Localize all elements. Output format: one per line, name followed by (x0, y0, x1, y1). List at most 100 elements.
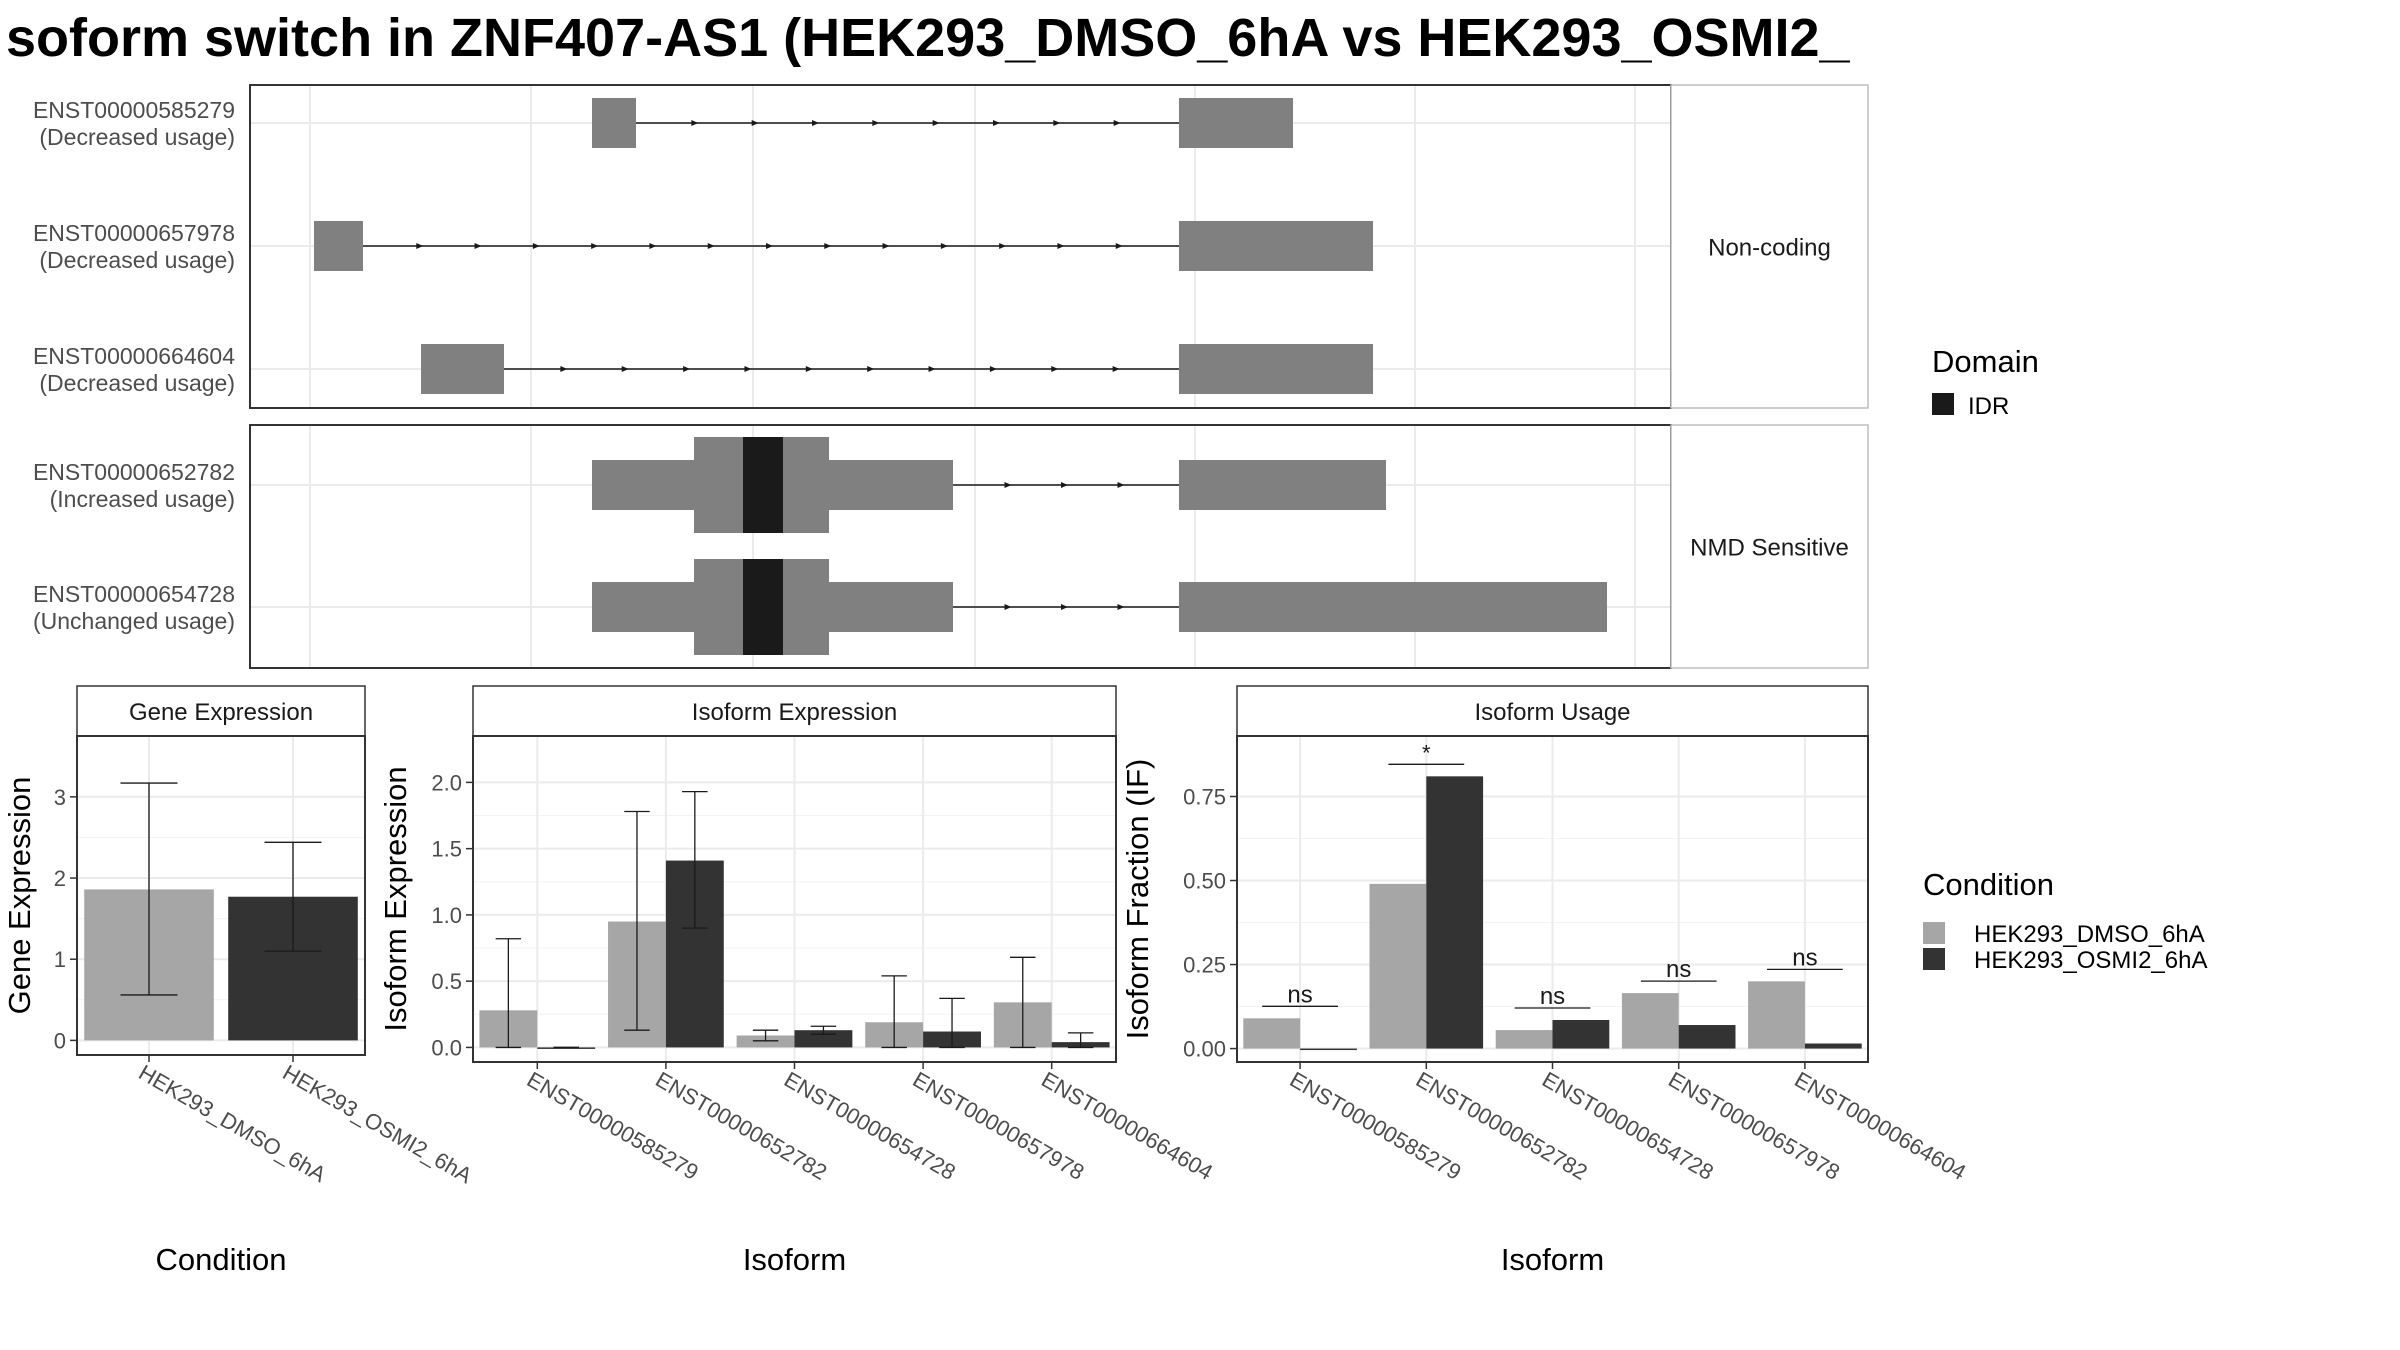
intron-direction-arrow (474, 243, 482, 249)
y-axis-title: Isoform Expression (378, 766, 413, 1031)
transcript-usage-label: (Unchanged usage) (33, 608, 235, 634)
y-tick-label: 1 (54, 947, 66, 972)
exon-block (1179, 582, 1607, 632)
y-tick-label: 0.00 (1183, 1037, 1226, 1062)
condition-legend-label-osmi2: HEK293_OSMI2_6hA (1974, 947, 2207, 974)
y-axis-title: Isoform Fraction (IF) (1120, 759, 1155, 1040)
structure-facet-strip (1670, 424, 1869, 669)
transcript-id-label: ENST00000664604 (33, 343, 235, 369)
figure-title: soform switch in ZNF407-AS1 (HEK293_DMSO… (6, 8, 1851, 68)
chart-title-strip (1236, 685, 1869, 737)
intron-direction-arrow (993, 120, 1000, 126)
intron-direction-arrow (882, 243, 890, 249)
intron-direction-arrow (932, 120, 940, 126)
significance-label: ns (1792, 944, 1817, 971)
transcript-usage-label: (Decreased usage) (39, 370, 235, 396)
isoform-expression-chart: Isoform Expression0.00.51.01.52.0ENST000… (378, 685, 1217, 1277)
idr-domain-block (743, 559, 783, 655)
structure-facet-strip-label: Non-coding (1708, 235, 1831, 262)
intron-direction-arrow (707, 243, 715, 249)
bar (537, 1047, 596, 1049)
significance-label: ns (1540, 983, 1565, 1010)
intron-direction-arrow (691, 120, 699, 126)
intron-direction-arrow (867, 366, 875, 372)
condition-legend-key-dmso (1923, 922, 1945, 944)
exon-block (421, 344, 504, 394)
intron-direction-arrow (766, 243, 773, 249)
transcript-usage-label: (Increased usage) (50, 486, 235, 512)
chart-title: Gene Expression (129, 699, 313, 726)
y-tick-label: 3 (54, 785, 66, 810)
condition-legend-label-dmso: HEK293_DMSO_6hA (1974, 921, 2205, 948)
chart-title-strip (472, 685, 1117, 737)
exon-block (1179, 344, 1373, 394)
intron-direction-arrow (824, 243, 832, 249)
domain-legend-label-idr: IDR (1968, 393, 2009, 420)
y-tick-label: 1.0 (431, 903, 462, 928)
bar (1621, 993, 1679, 1049)
y-tick-label: 0 (54, 1028, 66, 1053)
intron-direction-arrow (649, 243, 657, 249)
condition-legend-key-osmi2 (1923, 948, 1945, 970)
significance-label: * (1422, 740, 1431, 765)
condition-legend: Condition HEK293_DMSO_6hA HEK293_OSMI2_6… (1923, 867, 2207, 974)
transcript-id-label: ENST00000585279 (33, 97, 235, 123)
exon-block (1179, 221, 1373, 271)
exon-block (592, 98, 636, 148)
domain-legend-title: Domain (1932, 344, 2039, 379)
significance-label: ns (1666, 956, 1691, 983)
domain-legend-key-idr (1932, 393, 1954, 415)
bar (736, 1035, 795, 1048)
intron-direction-arrow (1057, 243, 1065, 249)
x-axis-title: Isoform (1501, 1242, 1604, 1277)
intron-direction-arrow (1004, 604, 1012, 610)
intron-direction-arrow (812, 120, 819, 126)
y-axis-title: Gene Expression (2, 777, 37, 1015)
condition-legend-title: Condition (1923, 867, 2054, 902)
bar (1678, 1025, 1736, 1049)
bar (794, 1030, 853, 1048)
transcript-id-label: ENST00000654728 (33, 581, 235, 607)
intron-direction-arrow (683, 366, 691, 372)
bar (1748, 981, 1805, 1049)
intron-direction-arrow (621, 366, 629, 372)
y-tick-label: 0.50 (1183, 869, 1226, 894)
bar (1804, 1043, 1862, 1049)
intron-direction-arrow (1061, 604, 1068, 610)
y-tick-label: 0.25 (1183, 953, 1226, 978)
idr-domain-block (743, 437, 783, 533)
transcript-usage-label: (Decreased usage) (39, 247, 235, 273)
chart-title: Isoform Usage (1474, 699, 1630, 726)
y-tick-label: 1.5 (431, 837, 462, 862)
intron-direction-arrow (1061, 482, 1068, 488)
y-tick-label: 0.5 (431, 969, 462, 994)
intron-direction-arrow (1115, 243, 1123, 249)
y-tick-label: 2.0 (431, 770, 462, 795)
intron-direction-arrow (532, 243, 540, 249)
intron-direction-arrow (591, 243, 599, 249)
intron-direction-arrow (1051, 366, 1059, 372)
intron-direction-arrow (940, 243, 948, 249)
chart-panel-border (76, 735, 366, 1056)
intron-direction-arrow (1113, 120, 1121, 126)
x-axis-title: Condition (156, 1242, 287, 1277)
structure-facet-strip-label: NMD Sensitive (1690, 535, 1849, 562)
exon-block (314, 221, 363, 271)
domain-legend: Domain IDR (1932, 344, 2039, 420)
exon-block (1179, 98, 1293, 148)
transcript-usage-label: (Decreased usage) (39, 124, 235, 150)
transcript-id-label: ENST00000657978 (33, 220, 235, 246)
significance-label: ns (1287, 981, 1312, 1008)
bar (1426, 776, 1484, 1049)
intron-direction-arrow (1112, 366, 1120, 372)
bar (1552, 1019, 1610, 1049)
intron-direction-arrow (1117, 482, 1125, 488)
chart-title-strip (76, 685, 366, 737)
exon-block (1179, 460, 1386, 510)
bar (1369, 883, 1427, 1049)
intron-direction-arrow (928, 366, 936, 372)
intron-direction-arrow (1117, 604, 1125, 610)
